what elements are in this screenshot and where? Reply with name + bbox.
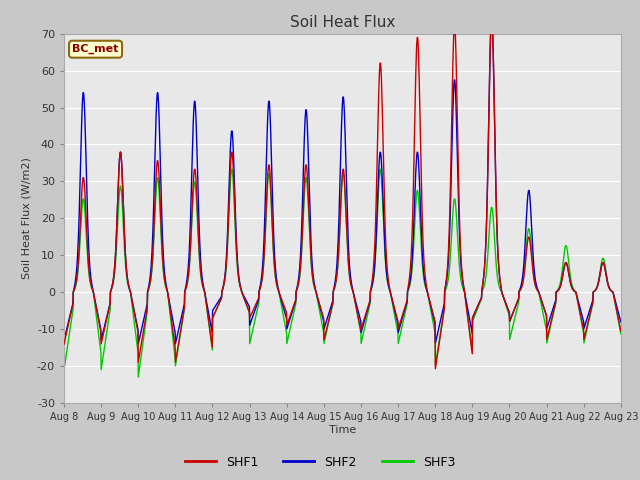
X-axis label: Time: Time xyxy=(329,425,356,435)
SHF2 xyxy=(584,314,591,320)
SHF1 xyxy=(216,300,223,306)
SHF3 xyxy=(568,282,576,288)
Y-axis label: Soil Heat Flux (W/m2): Soil Heat Flux (W/m2) xyxy=(21,157,31,279)
SHF3 xyxy=(216,300,223,305)
SHF3 xyxy=(228,166,236,172)
SHF1 xyxy=(584,322,591,327)
SHF3 xyxy=(359,333,367,338)
SHF3 xyxy=(617,331,625,336)
SHF3 xyxy=(584,324,591,330)
Line: SHF2: SHF2 xyxy=(64,16,621,344)
SHF1 xyxy=(371,248,378,253)
SHF3 xyxy=(134,374,142,380)
Legend: SHF1, SHF2, SHF3: SHF1, SHF2, SHF3 xyxy=(180,451,460,474)
SHF3 xyxy=(505,311,513,316)
SHF1 xyxy=(488,13,495,19)
SHF2 xyxy=(488,13,495,19)
SHF1 xyxy=(358,322,366,328)
SHF2 xyxy=(60,337,68,343)
SHF1 xyxy=(568,285,576,291)
SHF1 xyxy=(617,328,625,334)
Line: SHF1: SHF1 xyxy=(64,16,621,369)
Text: BC_met: BC_met xyxy=(72,44,119,54)
SHF2 xyxy=(568,285,576,291)
SHF1 xyxy=(505,308,513,314)
SHF3 xyxy=(371,261,379,266)
Title: Soil Heat Flux: Soil Heat Flux xyxy=(290,15,395,30)
SHF1 xyxy=(431,366,439,372)
SHF2 xyxy=(134,341,142,347)
SHF2 xyxy=(617,319,625,325)
SHF2 xyxy=(371,261,379,266)
SHF2 xyxy=(505,308,513,314)
SHF2 xyxy=(216,297,223,302)
SHF3 xyxy=(60,367,68,373)
Line: SHF3: SHF3 xyxy=(64,169,621,377)
SHF1 xyxy=(60,341,68,347)
SHF2 xyxy=(359,324,367,330)
